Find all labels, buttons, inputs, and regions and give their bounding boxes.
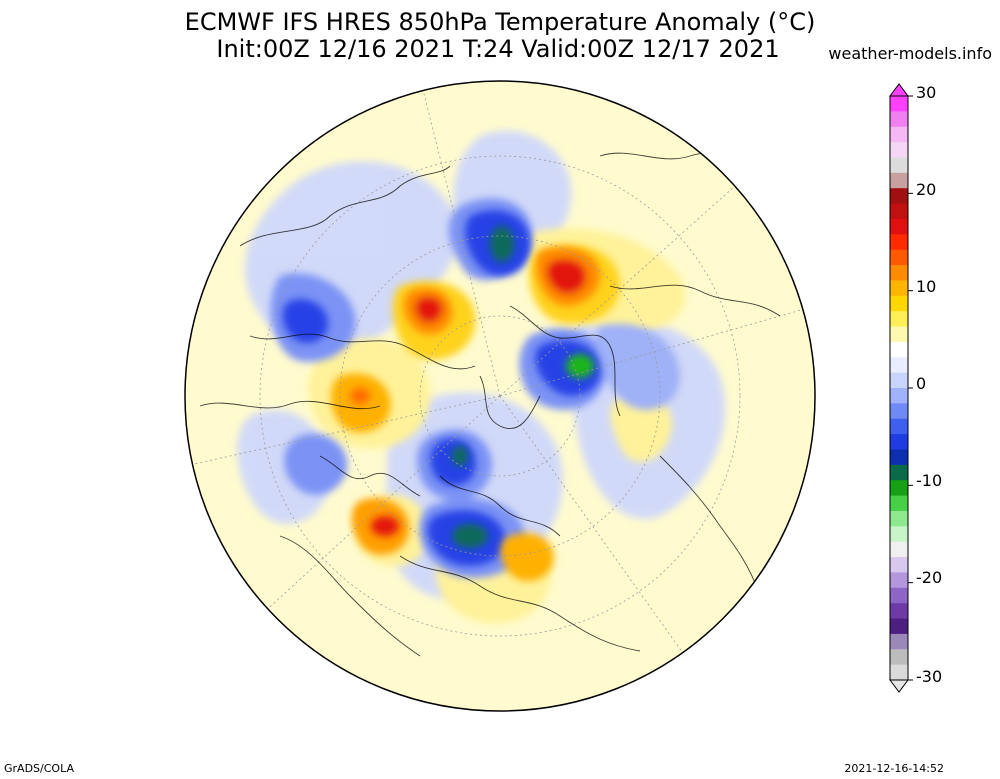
colorbar-swatch bbox=[890, 126, 908, 143]
colorbar-swatch bbox=[890, 388, 908, 404]
colorbar-swatch bbox=[890, 295, 908, 312]
colorbar-swatch bbox=[890, 341, 908, 358]
colorbar-label: 0 bbox=[916, 374, 927, 393]
graticule bbox=[185, 85, 815, 657]
colorbar-swatch bbox=[890, 172, 908, 189]
colorbar-swatch bbox=[890, 326, 908, 343]
timestamp: 2021-12-16-14:52 bbox=[844, 762, 944, 775]
anomaly-region bbox=[595, 324, 680, 410]
software-credit: GrADS/COLA bbox=[4, 762, 74, 775]
anomaly-region bbox=[282, 299, 329, 343]
colorbar-label: 30 bbox=[916, 83, 937, 102]
colorbar-swatch bbox=[890, 618, 908, 635]
colorbar-swatch bbox=[890, 510, 908, 527]
colorbar-swatch bbox=[890, 603, 908, 620]
coastlines bbox=[199, 152, 781, 657]
colorbar-swatch bbox=[890, 587, 908, 604]
colorbar-swatch bbox=[890, 572, 908, 589]
colorbar-swatch bbox=[890, 280, 908, 297]
colorbar-label: -20 bbox=[916, 568, 943, 587]
colorbar-swatch bbox=[890, 418, 908, 435]
anomaly-region bbox=[430, 438, 476, 486]
colorbar-swatch bbox=[890, 664, 908, 681]
anomaly-region bbox=[490, 226, 514, 262]
colorbar-swatch bbox=[890, 111, 908, 128]
colorbar-swatch bbox=[890, 249, 908, 266]
site-credit: weather-models.info bbox=[828, 44, 992, 63]
colorbar-swatch bbox=[890, 449, 908, 466]
colorbar-swatch bbox=[890, 434, 908, 450]
colorbar-swatch bbox=[890, 633, 908, 650]
colorbar-swatch bbox=[890, 188, 908, 205]
colorbar-swatch bbox=[890, 480, 908, 497]
colorbar-swatch bbox=[890, 495, 908, 512]
colorbar-swatch bbox=[890, 265, 908, 281]
temperature-anomaly-map bbox=[184, 80, 816, 712]
colorbar bbox=[889, 83, 913, 693]
polar-map bbox=[180, 76, 820, 716]
map-outline bbox=[184, 80, 816, 712]
colorbar-label: -30 bbox=[916, 667, 943, 686]
anomaly-region bbox=[371, 516, 399, 536]
colorbar-min-arrow bbox=[889, 679, 909, 693]
map-subtitle: Init:00Z 12/16 2021 T:24 Valid:00Z 12/17… bbox=[216, 35, 780, 63]
anomaly-region bbox=[452, 446, 468, 466]
colorbar-swatch bbox=[890, 557, 908, 573]
colorbar-swatch bbox=[890, 464, 908, 481]
colorbar-swatch bbox=[890, 403, 908, 420]
anomaly-region bbox=[284, 433, 348, 495]
colorbar-max-arrow bbox=[889, 83, 909, 97]
colorbar-swatch bbox=[890, 541, 908, 558]
colorbar-label: 10 bbox=[916, 277, 937, 296]
anomaly-region bbox=[610, 391, 672, 463]
colorbar-swatch bbox=[890, 218, 908, 235]
colorbar-label: -10 bbox=[916, 471, 943, 490]
colorbar-label: 20 bbox=[916, 180, 937, 199]
anomaly-region bbox=[452, 524, 488, 548]
anomaly-region bbox=[350, 388, 370, 404]
anomaly-region bbox=[414, 296, 443, 324]
map-title: ECMWF IFS HRES 850hPa Temperature Anomal… bbox=[184, 8, 816, 36]
anomaly-region bbox=[500, 533, 554, 582]
colorbar-swatch bbox=[890, 526, 908, 543]
colorbar-swatch bbox=[890, 96, 908, 112]
colorbar-swatch bbox=[890, 157, 908, 174]
colorbar-swatch bbox=[890, 142, 908, 158]
colorbar-swatch bbox=[890, 357, 908, 374]
colorbar-swatch bbox=[890, 203, 908, 220]
colorbar-swatch bbox=[890, 649, 908, 666]
colorbar-swatch bbox=[890, 372, 908, 389]
anomaly-region bbox=[566, 354, 594, 378]
colorbar-swatch bbox=[890, 311, 908, 328]
colorbar-swatch bbox=[890, 234, 908, 251]
anomaly-region bbox=[546, 258, 587, 295]
